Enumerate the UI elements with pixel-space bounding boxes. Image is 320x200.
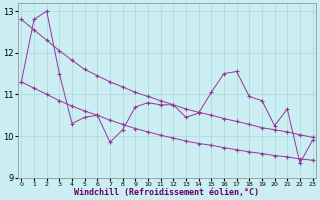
X-axis label: Windchill (Refroidissement éolien,°C): Windchill (Refroidissement éolien,°C) [75,188,260,197]
